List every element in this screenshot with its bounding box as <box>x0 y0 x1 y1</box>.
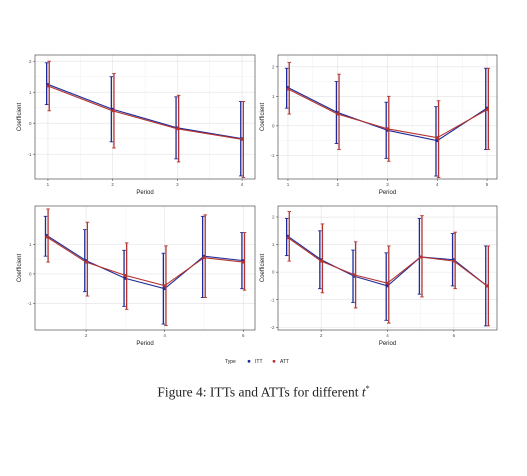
series-att <box>45 208 247 327</box>
caption-variable: t <box>361 384 366 400</box>
data-point <box>319 259 323 263</box>
x-tick-label: 4 <box>436 182 439 187</box>
legend-marker-itt <box>247 359 251 363</box>
y-tick-label: -1 <box>270 153 274 158</box>
x-tick-label: 2 <box>111 182 114 187</box>
y-tick-label: 0 <box>272 123 275 128</box>
data-point <box>485 108 489 112</box>
plot-background <box>35 206 255 330</box>
data-point <box>84 260 88 264</box>
y-axis-title: Coefficient <box>17 254 23 283</box>
y-tick-label: 1 <box>272 242 275 247</box>
x-axis-title: Period <box>136 190 153 196</box>
caption-superscript: * <box>365 384 370 393</box>
x-tick-label: 2 <box>336 182 339 187</box>
y-tick-label: -2 <box>270 325 274 330</box>
x-axis-title: Period <box>379 341 396 347</box>
chart-panel-4: 2 4 6 -2 -1 0 1 2 Period Coefficient <box>260 205 498 347</box>
data-point <box>485 284 489 288</box>
x-tick-label: 4 <box>163 333 166 338</box>
series-itt <box>43 215 245 325</box>
data-point <box>123 273 127 277</box>
x-tick-label: 4 <box>241 182 244 187</box>
y-tick-label: 0 <box>29 272 32 277</box>
y-tick-label: 0 <box>272 270 275 275</box>
x-axis-title: Period <box>136 341 153 347</box>
y-tick-label: 1 <box>29 90 32 95</box>
y-tick-label: 0 <box>29 121 32 126</box>
x-tick-label: 3 <box>386 182 389 187</box>
y-axis-title: Coefficient <box>17 103 23 132</box>
data-point <box>352 273 356 277</box>
legend: Type ITT ATT <box>225 359 289 365</box>
y-tick-label: 1 <box>272 94 275 99</box>
data-point <box>286 87 290 91</box>
plot-border <box>34 205 256 331</box>
chart-panel-1: 1 2 3 4 -1 0 1 2 Period Coefficient <box>17 54 256 196</box>
data-point <box>286 236 290 240</box>
data-point <box>336 112 340 116</box>
x-tick-label: 3 <box>176 182 179 187</box>
y-tick-label: 1 <box>29 242 32 247</box>
y-tick-label: -1 <box>27 152 31 157</box>
x-tick-label: 5 <box>486 182 489 187</box>
data-point <box>386 127 389 131</box>
chart-panels: 1 2 3 4 -1 0 1 2 Period Coefficient 1 2 3 4 5 -1 0 1 2 Peri… <box>17 54 498 347</box>
caption-text: Figure 4: ITTs and ATTs for different <box>157 384 362 400</box>
y-axis-title: Coefficient <box>260 103 266 132</box>
plot-border <box>34 54 256 180</box>
legend-title: Type <box>225 359 236 365</box>
data-point <box>202 256 206 260</box>
plot-border <box>277 54 498 180</box>
legend-marker-att <box>272 359 276 363</box>
y-tick-label: 2 <box>29 59 32 64</box>
y-tick-label: -1 <box>270 297 274 302</box>
x-tick-label: 2 <box>85 333 88 338</box>
series-line <box>46 235 244 290</box>
data-point <box>241 260 245 264</box>
y-axis-title: Coefficient <box>260 254 266 283</box>
x-axis-title: Period <box>379 190 396 196</box>
x-tick-label: 6 <box>242 333 245 338</box>
data-point <box>111 109 115 113</box>
x-tick-label: 4 <box>386 333 389 338</box>
series-att <box>286 61 491 178</box>
series-att <box>286 211 491 327</box>
series-line <box>47 83 243 140</box>
chart-panel-2: 1 2 3 4 5 -1 0 1 2 Period Coefficient <box>260 54 498 196</box>
data-point <box>45 235 49 239</box>
figure-caption: Figure 4: ITTs and ATTs for different t* <box>0 384 527 401</box>
chart-panel-3: 2 4 6 -1 0 1 Period Coefficient <box>17 205 256 347</box>
series-line <box>47 85 243 140</box>
series-itt <box>44 62 244 177</box>
y-tick-label: -1 <box>27 301 31 306</box>
data-point <box>435 136 439 140</box>
data-point <box>175 127 179 131</box>
series-att <box>46 60 246 178</box>
x-tick-label: 1 <box>47 182 50 187</box>
data-point <box>452 259 456 263</box>
data-point <box>46 84 50 88</box>
series-line <box>46 236 244 287</box>
x-tick-label: 6 <box>453 333 456 338</box>
legend-label-att: ATT <box>280 359 289 365</box>
data-point <box>386 281 389 285</box>
y-tick-label: 2 <box>272 64 275 69</box>
legend-label-itt: ITT <box>255 359 263 365</box>
x-tick-label: 2 <box>320 333 323 338</box>
data-point <box>163 284 167 288</box>
data-point <box>240 137 244 141</box>
plot-border <box>277 205 498 331</box>
x-tick-label: 1 <box>287 182 290 187</box>
data-point <box>419 255 423 259</box>
y-tick-label: 2 <box>272 215 275 220</box>
